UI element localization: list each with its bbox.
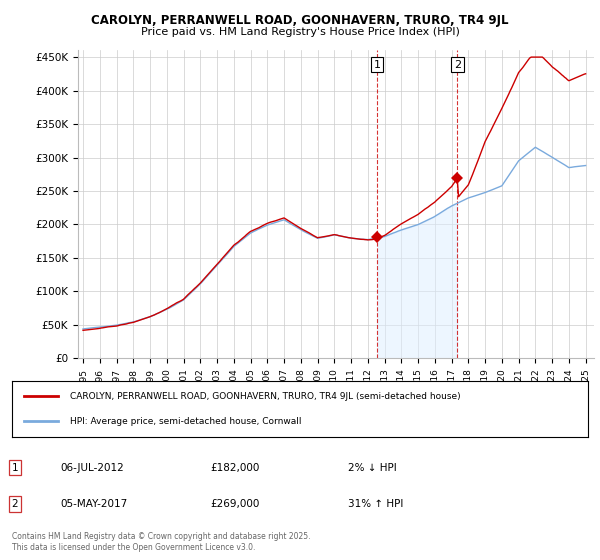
Text: £269,000: £269,000: [210, 499, 259, 509]
Text: Contains HM Land Registry data © Crown copyright and database right 2025.
This d: Contains HM Land Registry data © Crown c…: [12, 532, 311, 552]
Text: Price paid vs. HM Land Registry's House Price Index (HPI): Price paid vs. HM Land Registry's House …: [140, 27, 460, 37]
Text: HPI: Average price, semi-detached house, Cornwall: HPI: Average price, semi-detached house,…: [70, 417, 301, 426]
Text: CAROLYN, PERRANWELL ROAD, GOONHAVERN, TRURO, TR4 9JL: CAROLYN, PERRANWELL ROAD, GOONHAVERN, TR…: [91, 14, 509, 27]
Text: 2: 2: [454, 60, 461, 69]
Text: 2: 2: [11, 499, 19, 509]
Text: 05-MAY-2017: 05-MAY-2017: [60, 499, 127, 509]
Text: 1: 1: [11, 463, 19, 473]
Text: 06-JUL-2012: 06-JUL-2012: [60, 463, 124, 473]
Text: 1: 1: [373, 60, 380, 69]
Text: 2% ↓ HPI: 2% ↓ HPI: [348, 463, 397, 473]
Text: 31% ↑ HPI: 31% ↑ HPI: [348, 499, 403, 509]
Text: £182,000: £182,000: [210, 463, 259, 473]
Text: CAROLYN, PERRANWELL ROAD, GOONHAVERN, TRURO, TR4 9JL (semi-detached house): CAROLYN, PERRANWELL ROAD, GOONHAVERN, TR…: [70, 392, 460, 401]
